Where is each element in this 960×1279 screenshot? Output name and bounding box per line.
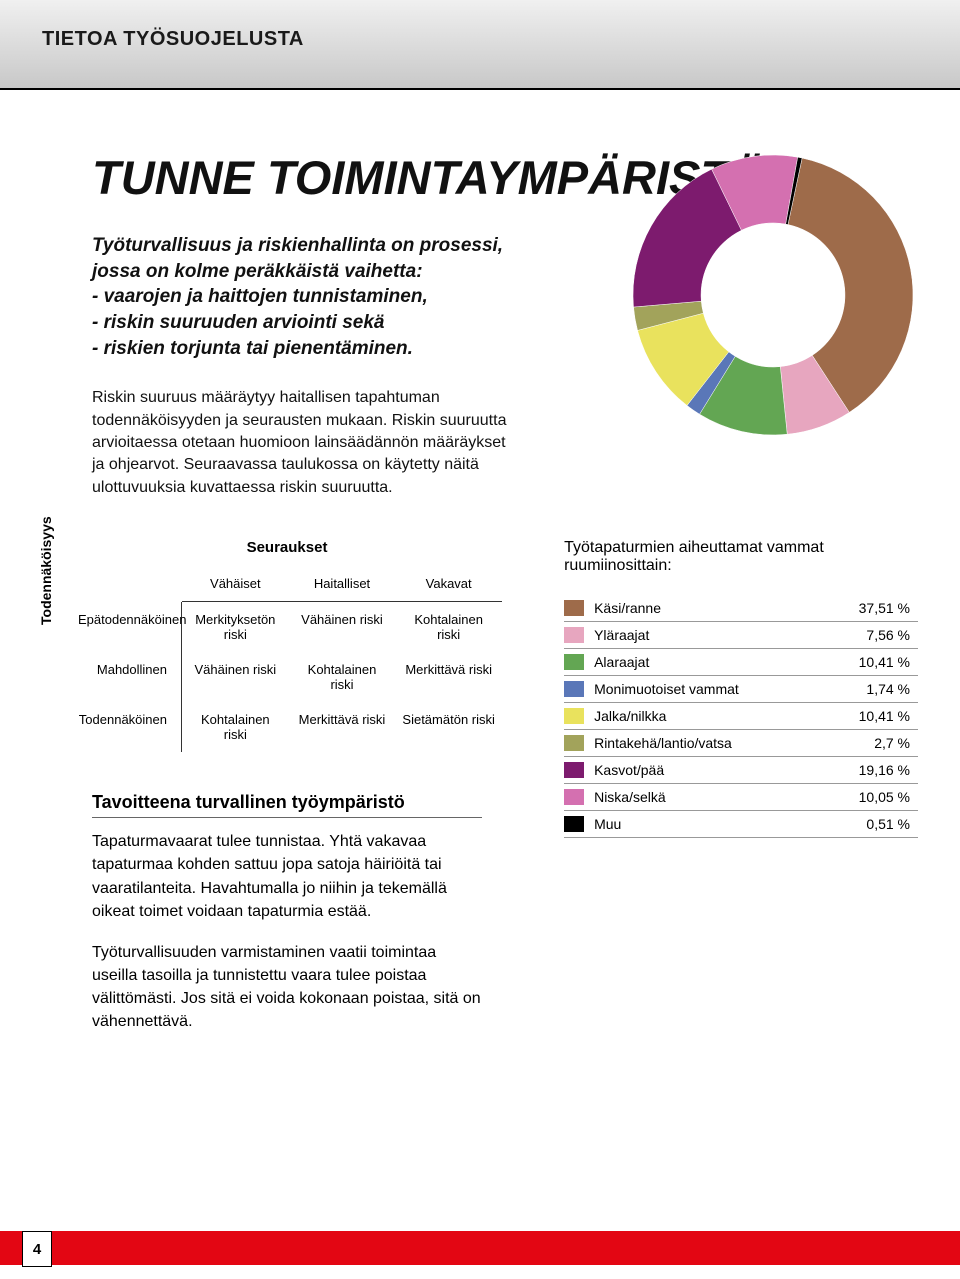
injury-row: Käsi/ranne37,51 % [564,595,918,622]
color-swatch [564,627,584,643]
section-label: TIETOA TYÖSUOJELUSTA [42,28,304,51]
injury-row: Alaraajat10,41 % [564,649,918,676]
matrix-row-header: Mahdollinen [72,652,182,702]
injury-label: Rintakehä/lantio/vatsa [594,735,874,751]
injury-row: Monimuotoiset vammat1,74 % [564,676,918,703]
injury-value: 19,16 % [859,762,910,778]
matrix-cell: Sietämätön riski [395,702,502,752]
matrix-row-header: Epätodennäköinen [72,602,182,652]
matrix-row-header: Todennäköinen [72,702,182,752]
injury-value: 2,7 % [874,735,910,751]
injury-table-title: Työtapaturmien aiheuttamat vammat ruumii… [564,539,918,575]
injury-value: 1,74 % [866,681,910,697]
color-swatch [564,735,584,751]
matrix-cell: Kohtalainen riski [182,702,289,752]
goal-title: Tavoitteena turvallinen työympäristö [92,792,482,818]
injury-label: Monimuotoiset vammat [594,681,866,697]
injury-label: Yläraajat [594,627,866,643]
matrix-cell: Vähäinen riski [289,602,396,652]
color-swatch [564,654,584,670]
injury-row: Jalka/nilkka10,41 % [564,703,918,730]
injury-row: Yläraajat7,56 % [564,622,918,649]
injury-row: Rintakehä/lantio/vatsa2,7 % [564,730,918,757]
matrix-col-header: Vakavat [395,566,502,602]
goal-p1: Tapaturmavaarat tulee tunnistaa. Yhtä va… [92,830,482,923]
injury-value: 7,56 % [866,627,910,643]
matrix-cell: Merkittävä riski [289,702,396,752]
goal-p2: Työturvallisuuden varmistaminen vaatii t… [92,941,482,1034]
color-swatch [564,681,584,697]
matrix-col-header: Vähäiset [182,566,289,602]
injury-value: 37,51 % [859,600,910,616]
color-swatch [564,762,584,778]
color-swatch [564,789,584,805]
matrix-col-header: Haitalliset [289,566,396,602]
color-swatch [564,600,584,616]
injury-label: Kasvot/pää [594,762,859,778]
matrix-cell: Kohtalainen riski [395,602,502,652]
matrix-cell: Merkityksetön riski [182,602,289,652]
color-swatch [564,816,584,832]
injury-row: Niska/selkä10,05 % [564,784,918,811]
matrix-cell: Vähäinen riski [182,652,289,702]
injury-label: Alaraajat [594,654,859,670]
matrix-y-axis-label: Todennäköisyys [38,516,54,625]
intro-text: Työturvallisuus ja riskienhallinta on pr… [92,233,532,361]
page-content: TUNNE TOIMINTAYMPÄRISTÖSI Työturvallisuu… [0,90,960,1229]
injury-label: Käsi/ranne [594,600,859,616]
matrix-col-title: Seuraukset [72,539,502,556]
injury-label: Jalka/nilkka [594,708,859,724]
injury-row: Muu0,51 % [564,811,918,838]
page-number: 4 [22,1231,52,1267]
body-text: Riskin suuruus määräytyy haitallisen tap… [92,387,522,499]
injury-donut-chart [628,150,918,440]
injury-row: Kasvot/pää19,16 % [564,757,918,784]
injury-value: 10,41 % [859,708,910,724]
color-swatch [564,708,584,724]
footer-bar [0,1231,960,1265]
injury-table: Käsi/ranne37,51 %Yläraajat7,56 %Alaraaja… [564,595,918,838]
matrix-cell: Merkittävä riski [395,652,502,702]
risk-matrix: Todennäköisyys Seuraukset VähäisetHaital… [72,539,502,752]
injury-label: Niska/selkä [594,789,859,805]
injury-value: 0,51 % [866,816,910,832]
injury-value: 10,05 % [859,789,910,805]
matrix-cell: Kohtalainen riski [289,652,396,702]
injury-value: 10,41 % [859,654,910,670]
injury-label: Muu [594,816,866,832]
